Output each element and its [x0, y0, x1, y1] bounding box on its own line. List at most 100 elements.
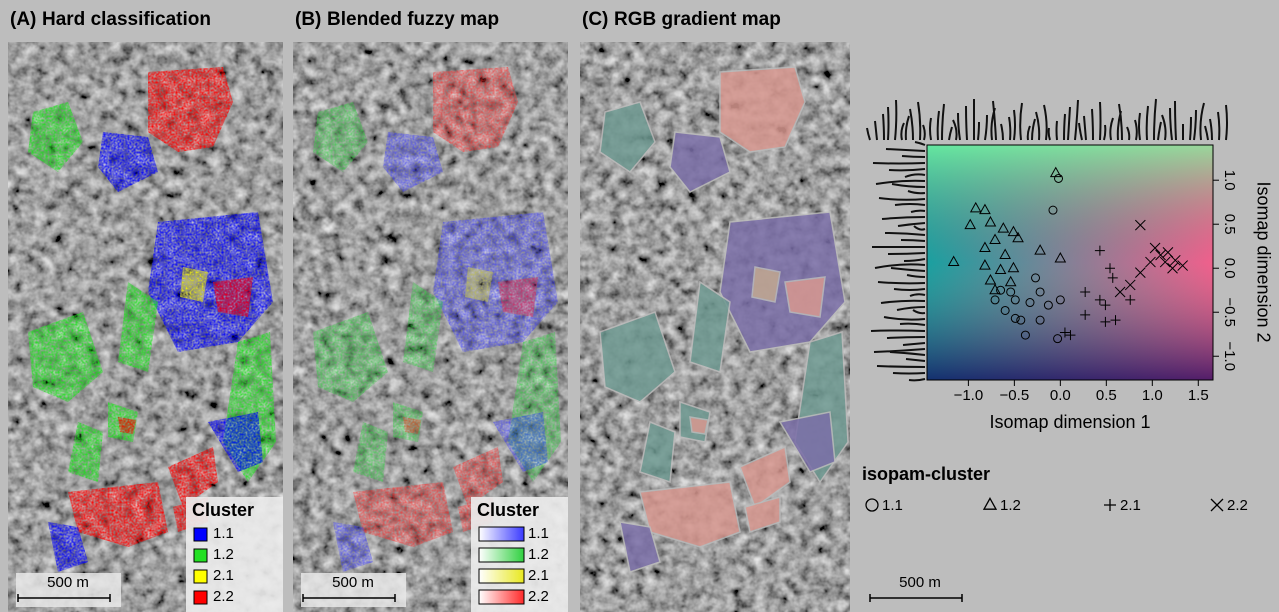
point	[1080, 309, 1091, 320]
x-tick-label: 1.5	[1188, 387, 1209, 404]
cluster-patch	[751, 266, 781, 303]
point	[1053, 334, 1063, 344]
point	[1043, 300, 1053, 310]
cluster-patch	[168, 447, 218, 507]
cluster-patch	[48, 522, 88, 572]
scale-bar	[869, 594, 963, 602]
cluster-patch	[639, 481, 741, 548]
cluster-patch	[599, 101, 656, 173]
cluster-patch	[739, 445, 791, 509]
cluster-patch	[118, 282, 158, 372]
point	[979, 241, 991, 252]
point	[1107, 272, 1118, 283]
plant-silhouettes	[866, 98, 1228, 382]
point	[1035, 287, 1045, 297]
legend-label: 2.1	[213, 567, 234, 584]
point	[990, 295, 1000, 305]
cluster-patch	[208, 412, 263, 472]
plot-frame	[926, 144, 1214, 381]
map	[8, 42, 283, 612]
legend-label: 2.2	[528, 588, 549, 605]
point	[1048, 205, 1058, 215]
scale-bg	[16, 573, 121, 607]
point	[1055, 295, 1065, 305]
point	[1059, 327, 1070, 338]
point	[1016, 315, 1026, 325]
scale-bar	[17, 594, 111, 602]
point	[1049, 166, 1062, 178]
cluster-patch	[453, 447, 503, 507]
point	[1100, 316, 1111, 327]
panel-label: (C)	[582, 9, 608, 30]
point	[997, 222, 1010, 233]
legend-title: isopam-cluster	[862, 464, 990, 484]
point	[1110, 315, 1121, 326]
panel-title: RGB gradient map	[614, 9, 781, 30]
cluster-patch	[669, 131, 731, 193]
y-axis-label: Isomap dimension 2	[1253, 181, 1273, 342]
legend-swatch	[478, 568, 525, 584]
legend-label: 2.2	[1227, 497, 1248, 514]
x-tick-label: −0.5	[1000, 387, 1030, 404]
point	[1124, 279, 1136, 291]
panel-title: Hard classification	[42, 9, 211, 30]
legend-label: 2.1	[528, 567, 549, 584]
cluster-patch	[118, 417, 136, 434]
point	[964, 218, 977, 230]
point	[1065, 330, 1076, 341]
panel-label: (A)	[10, 9, 36, 30]
cluster-patch	[433, 212, 558, 352]
point	[979, 259, 991, 270]
cluster-patch	[784, 276, 826, 318]
cluster-patch	[639, 420, 676, 484]
cluster-patch	[148, 212, 273, 352]
legend-label: 2.2	[213, 588, 234, 605]
point	[1094, 294, 1105, 305]
cluster-overlay	[313, 67, 561, 572]
cluster-patch	[353, 482, 453, 547]
point	[1080, 286, 1091, 297]
legend-swatch	[193, 569, 208, 584]
cluster-patch	[333, 522, 373, 572]
legend-swatch	[193, 590, 208, 605]
point	[1025, 298, 1035, 308]
point	[1100, 300, 1111, 311]
legend-swatch	[193, 527, 208, 542]
legend-label: 1.2	[1000, 497, 1021, 514]
point	[999, 248, 1012, 260]
legend-symbol	[865, 498, 879, 512]
point	[1155, 249, 1166, 261]
panel-title: Blended fuzzy map	[327, 9, 499, 30]
cluster-patch	[28, 312, 103, 402]
scale-label: 500 m	[899, 574, 941, 591]
cluster-patch	[433, 67, 518, 152]
cluster-patch	[98, 132, 158, 192]
legend-label: 1.1	[213, 525, 234, 542]
legend-label: 1.1	[882, 497, 903, 514]
y-tick-label: 0.5	[1221, 214, 1238, 235]
x-tick-label: 1.0	[1142, 387, 1163, 404]
legend-label: 1.2	[213, 546, 234, 563]
scale-label: 500 m	[332, 574, 374, 591]
legend-label: 1.2	[528, 546, 549, 563]
cluster-patch	[353, 422, 388, 482]
cluster-patch	[619, 521, 661, 573]
map	[293, 42, 568, 612]
cluster-patch	[498, 277, 538, 317]
point	[1134, 219, 1146, 231]
cluster-overlay	[28, 67, 276, 572]
cluster-patch	[719, 66, 806, 153]
cluster-patch	[403, 282, 443, 372]
x-axis-label: Isomap dimension 1	[989, 412, 1150, 432]
cluster-patch	[465, 267, 493, 302]
legend-symbol	[1104, 499, 1116, 511]
y-tick-label: −0.5	[1221, 297, 1238, 327]
cluster-patch	[403, 417, 421, 434]
scale-bg	[301, 573, 406, 607]
point	[1007, 261, 1020, 273]
point	[1169, 254, 1181, 266]
legend-label: 1.1	[528, 525, 549, 542]
point	[1149, 242, 1161, 254]
cluster-patch	[689, 416, 709, 435]
legend-swatch	[193, 548, 208, 563]
